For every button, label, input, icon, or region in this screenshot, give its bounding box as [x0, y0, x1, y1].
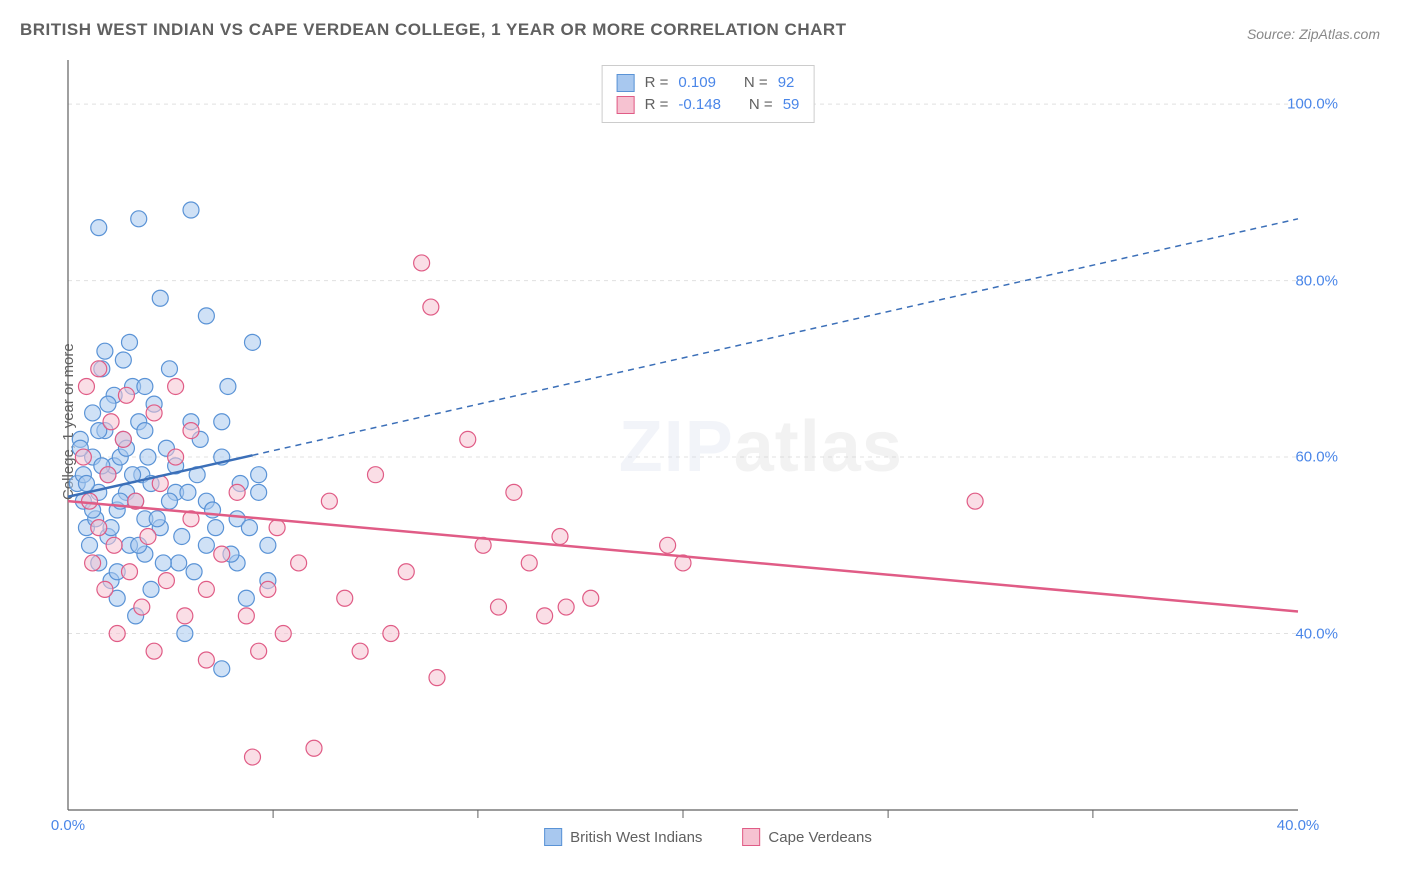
source-label: Source: ZipAtlas.com — [1247, 26, 1380, 42]
x-tick-label: 40.0% — [1277, 817, 1320, 834]
legend-label: British West Indians — [570, 829, 702, 846]
watermark-zip: ZIP — [619, 407, 734, 487]
stats-legend: R = 0.109 N = 92 R = -0.148 N = 59 — [602, 65, 815, 123]
r-value: 0.109 — [678, 72, 716, 94]
legend-item-cv: Cape Verdeans — [742, 828, 871, 846]
x-tick-label: 0.0% — [51, 817, 85, 834]
watermark: ZIPatlas — [619, 406, 903, 488]
r-value: -0.148 — [678, 94, 721, 116]
r-label: R = — [645, 94, 669, 116]
y-tick-label: 60.0% — [1295, 449, 1338, 466]
series-legend: British West Indians Cape Verdeans — [544, 828, 872, 846]
chart-title: BRITISH WEST INDIAN VS CAPE VERDEAN COLL… — [20, 20, 847, 40]
stats-legend-row-1: R = 0.109 N = 92 — [617, 72, 800, 94]
n-value: 59 — [783, 94, 800, 116]
y-tick-label: 40.0% — [1295, 625, 1338, 642]
swatch-pink — [617, 96, 635, 114]
n-label: N = — [744, 72, 768, 94]
n-value: 92 — [778, 72, 795, 94]
n-label: N = — [749, 94, 773, 116]
watermark-atlas: atlas — [734, 407, 903, 487]
swatch-blue — [544, 828, 562, 846]
swatch-blue — [617, 74, 635, 92]
swatch-pink — [742, 828, 760, 846]
y-tick-label: 100.0% — [1287, 96, 1338, 113]
r-label: R = — [645, 72, 669, 94]
stats-legend-row-2: R = -0.148 N = 59 — [617, 94, 800, 116]
legend-label: Cape Verdeans — [768, 829, 871, 846]
legend-item-bwi: British West Indians — [544, 828, 702, 846]
chart-area: College, 1 year or more ZIPatlas R = 0.1… — [48, 60, 1368, 850]
y-tick-label: 80.0% — [1295, 272, 1338, 289]
